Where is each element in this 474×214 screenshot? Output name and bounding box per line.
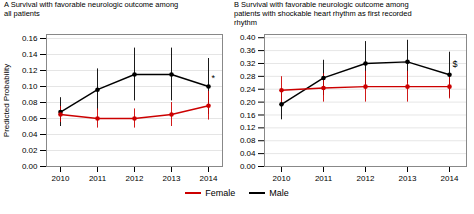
svg-text:2012: 2012 [126,174,144,183]
svg-text:0.14: 0.14 [22,50,38,59]
svg-text:0.00: 0.00 [240,162,256,171]
svg-text:2011: 2011 [315,174,333,183]
svg-text:$: $ [453,59,458,69]
svg-text:0.04: 0.04 [240,149,256,158]
svg-text:0.12: 0.12 [240,123,256,132]
svg-text:0.20: 0.20 [240,98,256,107]
svg-text:2010: 2010 [52,174,70,183]
svg-text:2014: 2014 [200,174,218,183]
svg-text:0.16: 0.16 [240,111,256,120]
svg-text:0.08: 0.08 [240,136,256,145]
svg-text:0.00: 0.00 [22,162,38,171]
svg-text:2010: 2010 [273,174,291,183]
svg-text:0.24: 0.24 [240,85,256,94]
svg-text:2011: 2011 [89,174,107,183]
svg-text:0.36: 0.36 [240,46,256,55]
svg-text:2013: 2013 [163,174,181,183]
svg-text:0.28: 0.28 [240,72,256,81]
html-text:Female: Female [205,188,236,198]
svg-text:2012: 2012 [357,174,375,183]
svg-text:0.12: 0.12 [22,66,38,75]
html-text:A Survival with favorable neur: A Survival with favorable neurologic out… [4,0,179,18]
svg-text:0.32: 0.32 [240,59,256,68]
svg-text:Predicted Probability: Predicted Probability [2,64,11,137]
svg-text:2013: 2013 [399,174,417,183]
svg-text:0.04: 0.04 [22,130,38,139]
svg-text:*: * [212,73,216,83]
html-text:Male: Male [269,188,289,198]
html-text:B Survival with favorable neur: B Survival with favorable neurologic out… [234,0,412,27]
svg-text:0.40: 0.40 [240,33,256,42]
svg-text:0.08: 0.08 [22,98,38,107]
svg-text:2014: 2014 [441,174,459,183]
svg-text:0.06: 0.06 [22,114,38,123]
svg-text:0.16: 0.16 [22,34,38,43]
svg-text:0.02: 0.02 [22,146,38,155]
svg-text:0.10: 0.10 [22,82,38,91]
